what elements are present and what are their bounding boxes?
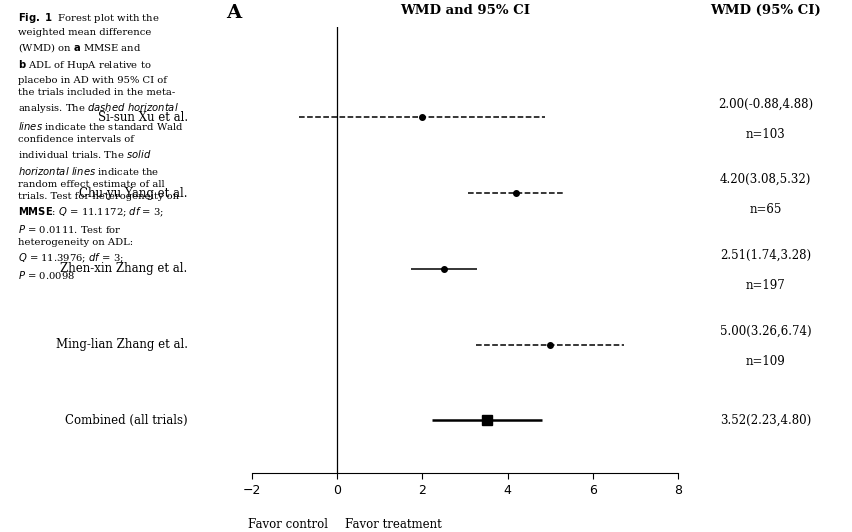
Text: 3.52(2.23,4.80): 3.52(2.23,4.80) (719, 414, 810, 427)
Text: n=65: n=65 (749, 203, 780, 217)
Text: $\mathbf{Fig.\ 1}$  Forest plot with the
weighted mean difference
(WMD) on $\mat: $\mathbf{Fig.\ 1}$ Forest plot with the … (18, 11, 184, 281)
Text: Chu-yu Yang et al.: Chu-yu Yang et al. (79, 187, 187, 200)
Text: Ming-lian Zhang et al.: Ming-lian Zhang et al. (55, 338, 187, 351)
Text: Favor control: Favor control (248, 518, 328, 531)
Text: 5.00(3.26,6.74): 5.00(3.26,6.74) (719, 325, 810, 338)
Text: n=197: n=197 (745, 279, 785, 292)
Text: Si-sun Xu et al.: Si-sun Xu et al. (97, 111, 187, 124)
Text: 4.20(3.08,5.32): 4.20(3.08,5.32) (719, 173, 810, 186)
Text: Favor treatment: Favor treatment (345, 518, 441, 531)
Text: A: A (226, 4, 241, 22)
Text: Zhen-xin Zhang et al.: Zhen-xin Zhang et al. (60, 262, 187, 276)
Text: 2.51(1.74,3.28): 2.51(1.74,3.28) (719, 249, 810, 262)
Text: n=109: n=109 (745, 355, 785, 368)
Text: WMD and 95% CI: WMD and 95% CI (400, 4, 529, 17)
Text: 2.00(-0.88,4.88): 2.00(-0.88,4.88) (717, 97, 812, 110)
Text: Combined (all trials): Combined (all trials) (65, 414, 187, 427)
Text: WMD (95% CI): WMD (95% CI) (710, 4, 820, 17)
Text: n=103: n=103 (745, 128, 785, 140)
